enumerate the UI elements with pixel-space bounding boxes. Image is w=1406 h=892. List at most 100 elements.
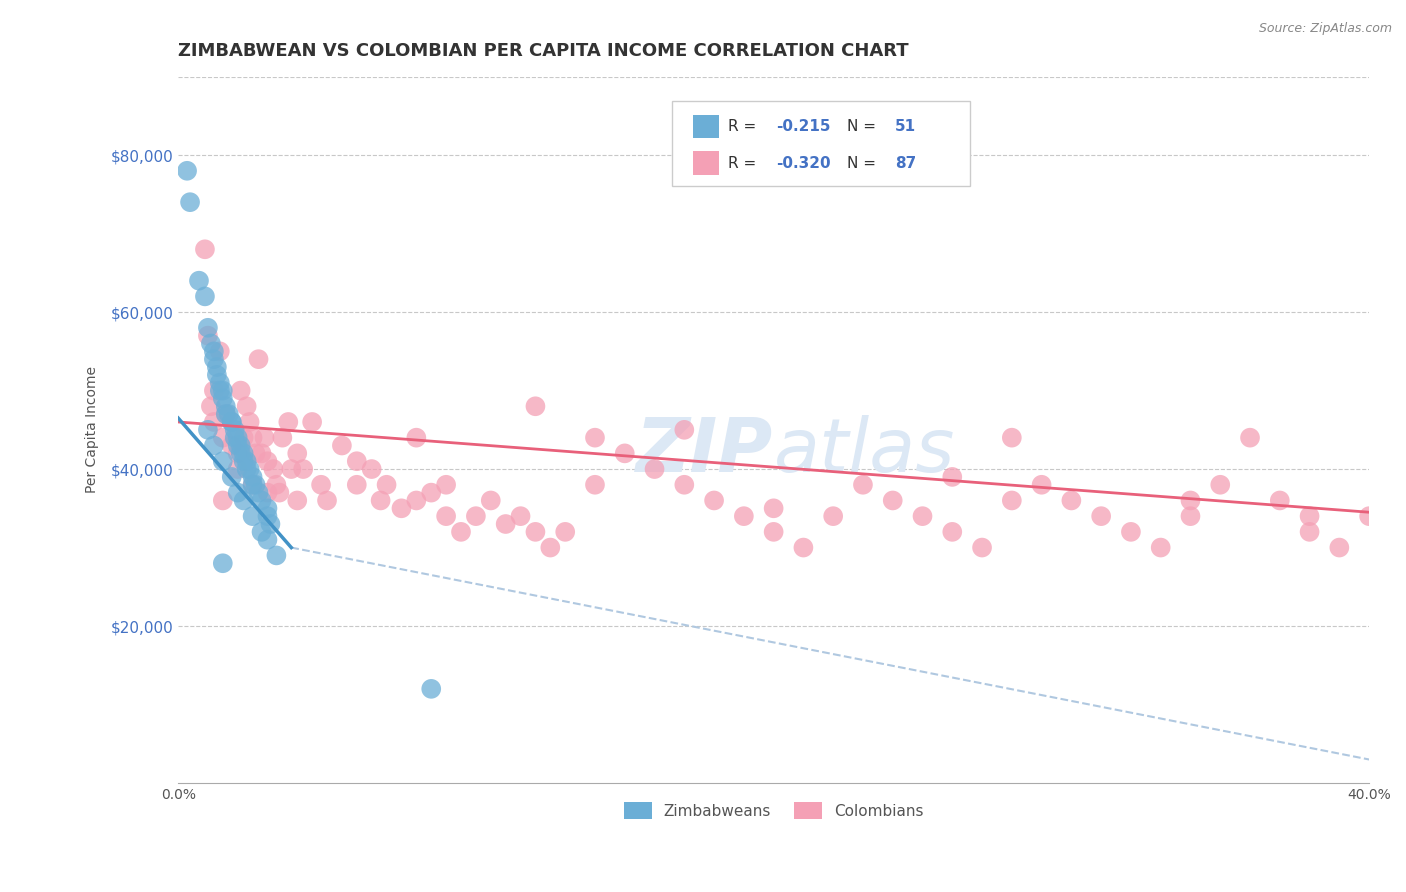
Point (583, 477, 606, 491)
Y-axis label: Per Capita Income: Per Capita Income (86, 367, 100, 493)
Point (277, 415, 299, 429)
Point (205, 368, 228, 382)
Point (1031, 477, 1053, 491)
Point (733, 509, 755, 524)
Point (242, 470, 264, 484)
Point (391, 501, 413, 516)
Point (1329, 541, 1351, 555)
Point (1239, 431, 1261, 445)
Point (202, 344, 225, 359)
Point (211, 493, 233, 508)
Point (232, 454, 254, 468)
Point (405, 493, 427, 508)
Point (200, 336, 222, 351)
Text: -0.215: -0.215 (776, 120, 831, 134)
Point (464, 509, 486, 524)
Point (232, 446, 254, 460)
Point (211, 556, 233, 570)
Point (197, 328, 219, 343)
Point (242, 477, 264, 491)
Text: 51: 51 (896, 120, 917, 134)
Point (882, 493, 904, 508)
Point (292, 462, 315, 476)
Point (852, 477, 875, 491)
Point (495, 516, 517, 531)
Point (250, 446, 273, 460)
Point (1268, 493, 1291, 508)
Text: 87: 87 (896, 155, 917, 170)
Text: ZIMBABWEAN VS COLOMBIAN PER CAPITA INCOME CORRELATION CHART: ZIMBABWEAN VS COLOMBIAN PER CAPITA INCOM… (179, 42, 908, 60)
Bar (693, 115, 718, 138)
Point (941, 524, 963, 539)
Point (194, 242, 217, 256)
Text: R =: R = (728, 155, 756, 170)
Point (330, 438, 353, 452)
Point (346, 477, 368, 491)
Point (202, 415, 225, 429)
Point (1119, 524, 1142, 539)
Text: atlas: atlas (773, 415, 955, 487)
Point (245, 446, 267, 460)
Point (524, 399, 547, 413)
Point (226, 462, 249, 476)
Point (792, 541, 814, 555)
Point (266, 549, 288, 563)
Point (1001, 493, 1024, 508)
Point (941, 470, 963, 484)
Point (1298, 524, 1320, 539)
Point (280, 462, 302, 476)
Point (673, 477, 696, 491)
Point (202, 352, 225, 367)
Point (211, 454, 233, 468)
Point (1180, 493, 1202, 508)
Point (176, 163, 198, 178)
Point (346, 454, 368, 468)
Point (208, 344, 231, 359)
Point (221, 415, 243, 429)
Point (211, 392, 233, 406)
Point (247, 352, 270, 367)
Point (259, 516, 281, 531)
Point (673, 423, 696, 437)
Point (235, 454, 257, 468)
Text: -0.320: -0.320 (776, 155, 831, 170)
Point (218, 407, 240, 421)
Point (509, 509, 531, 524)
Point (370, 493, 392, 508)
Point (479, 493, 502, 508)
Point (360, 462, 382, 476)
Point (221, 415, 243, 429)
Point (266, 477, 288, 491)
Point (434, 477, 457, 491)
Point (226, 485, 249, 500)
Point (285, 446, 308, 460)
Point (242, 477, 264, 491)
Point (229, 438, 252, 452)
Point (242, 509, 264, 524)
Point (434, 509, 457, 524)
Point (179, 195, 201, 210)
Point (215, 399, 238, 413)
Point (221, 438, 243, 452)
FancyBboxPatch shape (672, 102, 970, 186)
Point (613, 446, 636, 460)
Text: N =: N = (848, 155, 876, 170)
Point (194, 289, 217, 303)
Point (256, 533, 278, 547)
Point (205, 359, 228, 374)
Point (239, 415, 262, 429)
Point (197, 423, 219, 437)
Point (188, 274, 211, 288)
Point (405, 431, 427, 445)
Point (208, 384, 231, 398)
Point (208, 376, 231, 390)
Point (762, 501, 785, 516)
Point (1090, 509, 1112, 524)
Point (1358, 509, 1381, 524)
Point (250, 524, 273, 539)
Point (554, 524, 576, 539)
Point (271, 431, 294, 445)
Point (644, 462, 666, 476)
Point (256, 501, 278, 516)
Text: N =: N = (848, 120, 876, 134)
